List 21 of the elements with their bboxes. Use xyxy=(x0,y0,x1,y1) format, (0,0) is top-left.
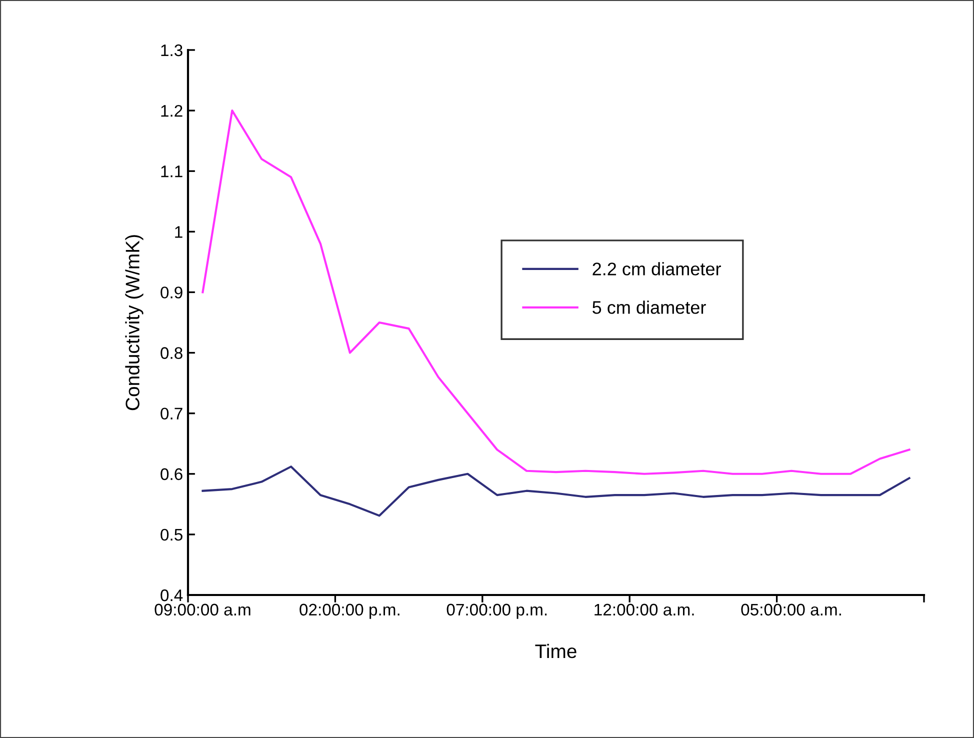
y-tick-label: 0.6 xyxy=(160,468,182,480)
legend-label: 5 cm diameter xyxy=(592,300,706,314)
x-tick-label: 02:00:00 p.m. xyxy=(300,604,400,619)
x-tick-label: 05:00:00 a.m. xyxy=(741,604,841,616)
x-tick-label: 07:00:00 p.m. xyxy=(446,604,547,619)
x-axis-title: Time xyxy=(535,644,576,658)
x-tick-label: 09:00:00 a.m xyxy=(154,604,250,616)
line-series xyxy=(202,110,910,475)
y-tick-label: 1.3 xyxy=(161,44,182,56)
y-axis-title: Conductivity (W/mK) xyxy=(125,235,144,410)
y-tick-label: 1.1 xyxy=(161,166,182,178)
y-tick-label: 1 xyxy=(175,226,182,238)
legend-label: 2.2 cm diameter xyxy=(592,262,721,276)
y-tick-label: 0.9 xyxy=(160,286,182,298)
y-tick-label: 1.2 xyxy=(161,104,182,117)
line-series xyxy=(202,466,910,517)
x-tick-label: 12:00:00 a.m. xyxy=(594,604,694,616)
y-tick-label: 0.5 xyxy=(160,528,182,541)
y-tick-label: 0.4 xyxy=(160,589,183,602)
y-tick-label: 0.7 xyxy=(160,408,182,420)
y-tick-label: 0.8 xyxy=(160,347,182,359)
